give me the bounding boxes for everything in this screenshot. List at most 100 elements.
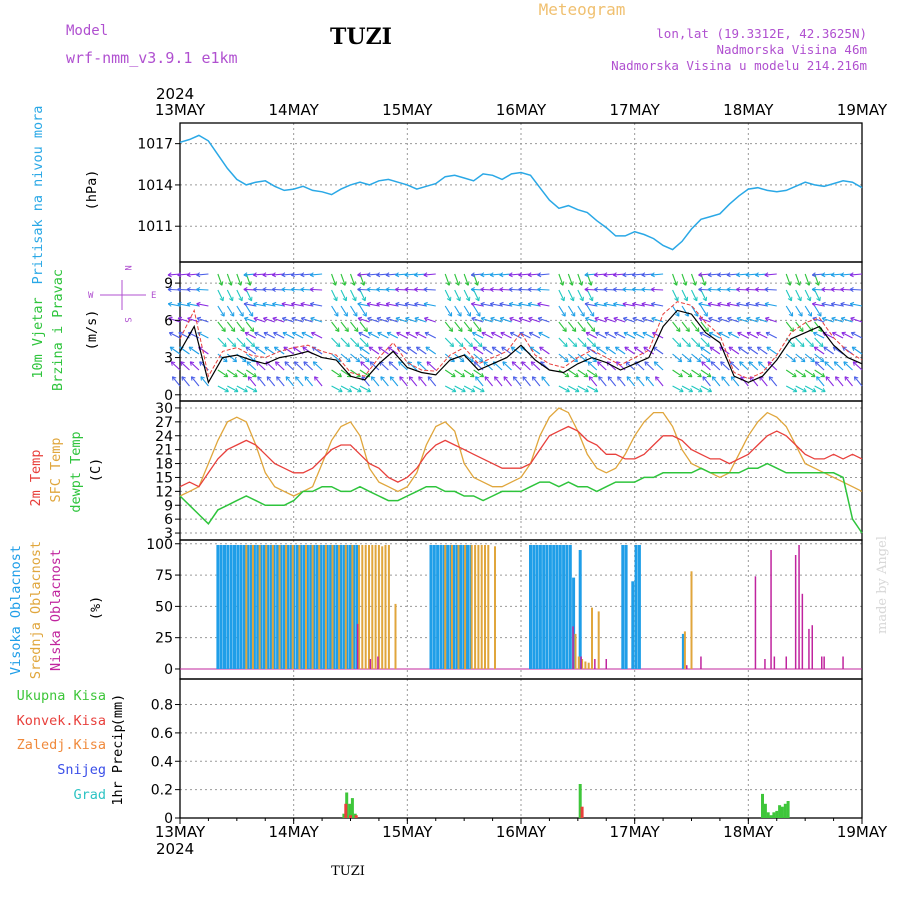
- wind-arrow-head: [475, 376, 480, 381]
- wind-arrow-head: [406, 346, 412, 351]
- wind-arrow-head: [168, 331, 174, 337]
- wind-arrow: [632, 303, 645, 307]
- y-tick-label: 0: [164, 388, 173, 404]
- wind-arrow-head: [849, 272, 854, 278]
- wind-arrow-head: [367, 316, 372, 322]
- wind-arrow-head: [395, 301, 400, 307]
- wind-arrow: [510, 346, 522, 355]
- y-tick-label: 9: [164, 276, 173, 292]
- wind-arrow: [729, 361, 740, 371]
- wind-arrow: [331, 337, 341, 348]
- wind-arrow-head: [464, 281, 470, 286]
- wind-arrow-head: [448, 327, 454, 332]
- wind-arrow: [471, 317, 484, 323]
- cloud-bar: [683, 631, 686, 669]
- wind-arrow-head: [792, 387, 798, 393]
- cloud-bar: [271, 545, 274, 669]
- wind-arrow-head: [655, 376, 660, 381]
- wind-arrow-head: [220, 312, 225, 317]
- wind-arrow-head: [377, 331, 382, 337]
- wind-arrow: [494, 376, 503, 387]
- wind-arrow-head: [471, 331, 477, 337]
- wind-arrow-head: [588, 296, 594, 302]
- wind-arrow: [380, 376, 389, 387]
- wind-arrow: [681, 305, 689, 317]
- wind-arrow: [765, 332, 777, 339]
- wind-arrow: [473, 321, 482, 332]
- wind-arrow-head: [459, 357, 465, 363]
- cloud-bar: [251, 545, 254, 669]
- wind-arrow: [169, 346, 181, 355]
- wind-arrow-head: [708, 331, 714, 337]
- wind-arrow-head: [624, 346, 629, 352]
- wind-arrow-head: [791, 357, 796, 363]
- wind-arrow: [444, 369, 456, 378]
- wind-arrow: [851, 332, 863, 339]
- cloud-bar: [278, 545, 281, 669]
- legend-conv-rain: Konvek.Kisa: [17, 713, 106, 729]
- wind-arrow: [463, 385, 476, 393]
- wind-arrow: [528, 317, 541, 323]
- cloud-bar: [542, 545, 546, 669]
- wind-arrow-head: [768, 376, 774, 381]
- wind-arrow: [196, 273, 209, 276]
- wind-arrow-head: [282, 331, 288, 337]
- wind-arrow: [454, 273, 460, 286]
- wind-arrow-head: [843, 361, 848, 366]
- wind-arrow: [272, 303, 285, 307]
- wind-arrow: [568, 369, 579, 378]
- cloud-panel: 0 25 50 75 100 Visoka Oblacnost Srednja Obla…: [8, 537, 862, 679]
- cloud-bar: [558, 545, 562, 669]
- wind-arrow-head: [821, 287, 826, 293]
- wind-arrow-head: [585, 331, 591, 337]
- wind-arrow: [254, 332, 266, 339]
- wind-arrow: [196, 317, 209, 323]
- y-tick-label: 0: [164, 811, 173, 827]
- wind-arrow: [726, 303, 739, 307]
- wind-arrow: [397, 346, 408, 355]
- wind-arrow: [359, 305, 367, 317]
- wind-arrow: [463, 321, 472, 332]
- wind-arrow-head: [562, 327, 567, 332]
- sfc-ylabel: SFC Temp: [48, 437, 64, 502]
- cloud-bar: [477, 545, 480, 669]
- wind-arrow-head: [788, 312, 794, 317]
- wind-arrow-head: [728, 346, 734, 352]
- wind-arrow-head: [219, 296, 224, 302]
- wind-arrow-head: [792, 372, 797, 378]
- wind-arrow: [187, 303, 200, 307]
- wind-arrow: [700, 369, 712, 378]
- wind-arrow-head: [745, 301, 750, 307]
- wind-arrow-head: [736, 272, 741, 278]
- y-tick-label: 50: [155, 599, 173, 615]
- wind-arrow-head: [253, 287, 258, 293]
- wind-arrow: [586, 305, 595, 317]
- wind-arrow-head: [300, 316, 306, 322]
- cloud-bar: [252, 545, 256, 669]
- cloud-bar: [480, 545, 483, 669]
- wind-arrow-head: [244, 331, 250, 337]
- wind-arrow-head: [603, 301, 608, 307]
- wind-arrow: [613, 303, 626, 307]
- wind-arrow: [188, 346, 200, 355]
- cloud-bar: [233, 545, 236, 669]
- wind-arrow-head: [300, 272, 305, 278]
- cloud-bar: [821, 656, 823, 669]
- cloud-bar: [265, 545, 268, 669]
- wind-arrow-head: [594, 316, 599, 322]
- wind-arrow: [350, 353, 361, 363]
- top-date-label: 14MAY: [269, 101, 320, 119]
- wind-arrow: [331, 289, 338, 302]
- wind-arrow: [607, 376, 617, 387]
- wind-arrow-head: [574, 387, 580, 393]
- wind-arrow: [727, 332, 740, 339]
- precip-bar: [763, 803, 767, 818]
- wind-arrow: [521, 361, 531, 371]
- wind-arrow-head: [797, 296, 802, 302]
- wind-arrow: [831, 303, 844, 307]
- wind-arrow-head: [811, 287, 816, 293]
- wind-arrow-head: [281, 272, 286, 278]
- wind-arrow-head: [360, 281, 366, 286]
- wind-arrow-head: [830, 272, 835, 278]
- wind-arrow-head: [603, 287, 608, 293]
